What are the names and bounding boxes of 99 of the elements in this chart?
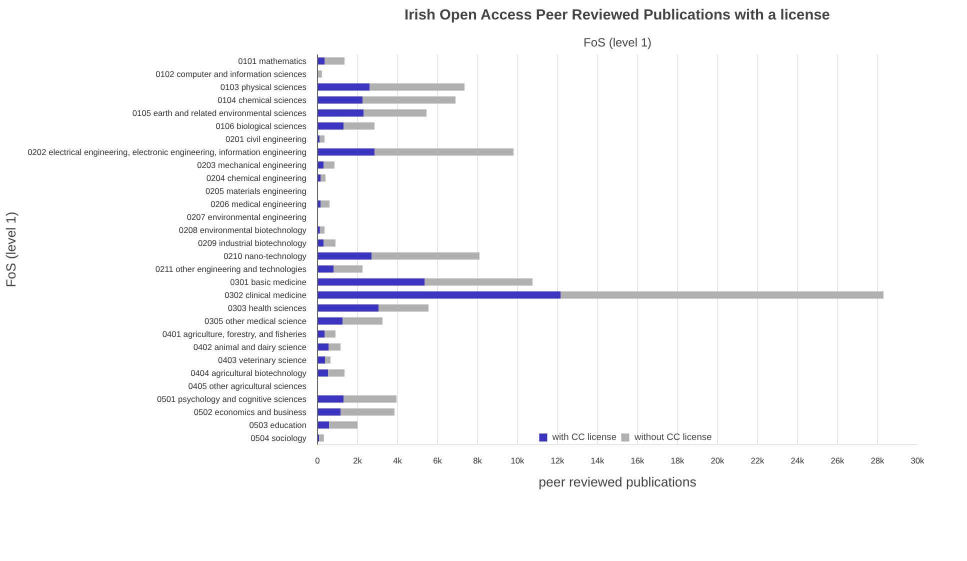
bar <box>318 278 424 286</box>
bar <box>318 122 344 130</box>
bar <box>318 239 324 247</box>
legend-label: with CC license <box>552 432 617 442</box>
bar <box>320 174 326 182</box>
y-tick-label: 0302 clinical medicine <box>224 290 307 300</box>
y-tick-label: 0405 other agricultural sciences <box>188 381 306 391</box>
y-tick-label: 0207 environmental engineering <box>186 212 307 222</box>
y-tick-label: 0504 sociology <box>250 433 308 443</box>
bar <box>374 148 514 156</box>
y-tick-label: 0103 physical sciences <box>220 82 307 92</box>
bar <box>424 278 532 286</box>
y-tick-label: 0202 electrical engineering, electronic engineering, information engineering <box>28 147 307 157</box>
x-tick-label: 28k <box>870 456 886 466</box>
bar <box>328 343 340 351</box>
bar <box>318 57 324 65</box>
bar <box>372 252 480 260</box>
y-tick-label: 0503 education <box>249 420 307 430</box>
bar <box>320 135 324 143</box>
y-tick-label: 0402 animal and dairy science <box>193 342 307 352</box>
y-tick-label: 0204 chemical engineering <box>206 173 307 183</box>
bar <box>318 83 370 91</box>
x-tick-label: 2k <box>353 456 363 466</box>
bar <box>320 226 324 234</box>
x-tick-label: 4k <box>393 456 403 466</box>
x-axis-title: peer reviewed publications <box>538 474 697 490</box>
bar <box>318 356 326 364</box>
bar <box>318 369 328 377</box>
bar <box>560 291 884 299</box>
y-tick-label: 0208 environmental biotechnology <box>178 225 308 235</box>
bar <box>324 239 336 247</box>
y-tick-label: 0210 nano-technology <box>224 251 308 261</box>
bar <box>318 109 364 117</box>
y-tick-label: 0211 other engineering and technologies <box>155 264 307 274</box>
bar <box>318 265 334 273</box>
y-tick-label: 0201 civil engineering <box>225 134 307 144</box>
y-tick-label: 0206 medical engineering <box>210 199 307 209</box>
bar <box>318 291 560 299</box>
y-tick-label: 0104 chemical sciences <box>218 95 307 105</box>
x-tick-label: 24k <box>790 456 806 466</box>
x-tick-label: 14k <box>590 456 606 466</box>
x-tick-label: 22k <box>750 456 766 466</box>
bar <box>318 395 344 403</box>
legend-label: without CC license <box>634 432 712 442</box>
y-tick-label: 0404 agricultural biotechnology <box>190 368 308 378</box>
y-tick-label: 0403 veterinary science <box>218 355 307 365</box>
bar <box>318 161 324 169</box>
bar <box>324 330 336 338</box>
bar <box>370 83 464 91</box>
y-tick-label: 0501 psychology and cognitive sciences <box>157 394 307 404</box>
bar <box>342 317 382 325</box>
bar <box>344 395 396 403</box>
chart-title: Irish Open Access Peer Reviewed Publications with a license <box>404 8 830 24</box>
bar <box>318 304 378 312</box>
y-tick-label: 0305 other medical science <box>204 316 307 326</box>
x-tick-label: 26k <box>830 456 846 466</box>
bar <box>318 330 324 338</box>
bar <box>320 200 330 208</box>
bar <box>318 252 372 260</box>
y-tick-label: 0209 industrial biotechnology <box>198 238 308 248</box>
bar <box>324 161 334 169</box>
bar <box>318 343 328 351</box>
bar <box>364 109 426 117</box>
x-tick-label: 6k <box>433 456 443 466</box>
x-tick-label: 12k <box>550 456 566 466</box>
y-tick-label: 0105 earth and related environmental sciences <box>132 108 306 118</box>
bar <box>328 369 344 377</box>
bar <box>325 356 330 364</box>
bar <box>318 421 330 429</box>
y-tick-label: 0303 health sciences <box>228 303 306 313</box>
x-tick-label: 30k <box>910 456 926 466</box>
bar <box>319 434 324 442</box>
bar <box>318 148 374 156</box>
chart-subtitle: FoS (level 1) <box>583 36 652 50</box>
x-tick-label: 10k <box>510 456 526 466</box>
bar <box>334 265 362 273</box>
bar <box>324 57 344 65</box>
y-tick-label: 0502 economics and business <box>194 407 306 417</box>
y-tick-label: 0106 biological sciences <box>216 121 307 131</box>
bar <box>362 96 456 104</box>
x-tick-label: 20k <box>710 456 726 466</box>
bar <box>318 408 340 416</box>
x-tick-label: 16k <box>630 456 646 466</box>
y-tick-label: 0101 mathematics <box>238 56 307 66</box>
bar <box>340 408 394 416</box>
bar <box>318 317 342 325</box>
bar <box>318 96 362 104</box>
x-tick-label: 0 <box>315 456 320 466</box>
y-axis-title: FoS (level 1) <box>4 212 19 288</box>
y-tick-label: 0205 materials engineering <box>205 186 307 196</box>
y-tick-label: 0301 basic medicine <box>230 277 307 287</box>
bar <box>329 421 358 429</box>
x-tick-label: 8k <box>473 456 483 466</box>
y-tick-label: 0102 computer and information sciences <box>156 69 307 79</box>
bar <box>344 122 374 130</box>
x-tick-label: 18k <box>670 456 686 466</box>
y-tick-label: 0401 agriculture, forestry, and fisheries <box>162 329 307 339</box>
bar <box>378 304 428 312</box>
y-tick-label: 0203 mechanical engineering <box>197 160 307 170</box>
